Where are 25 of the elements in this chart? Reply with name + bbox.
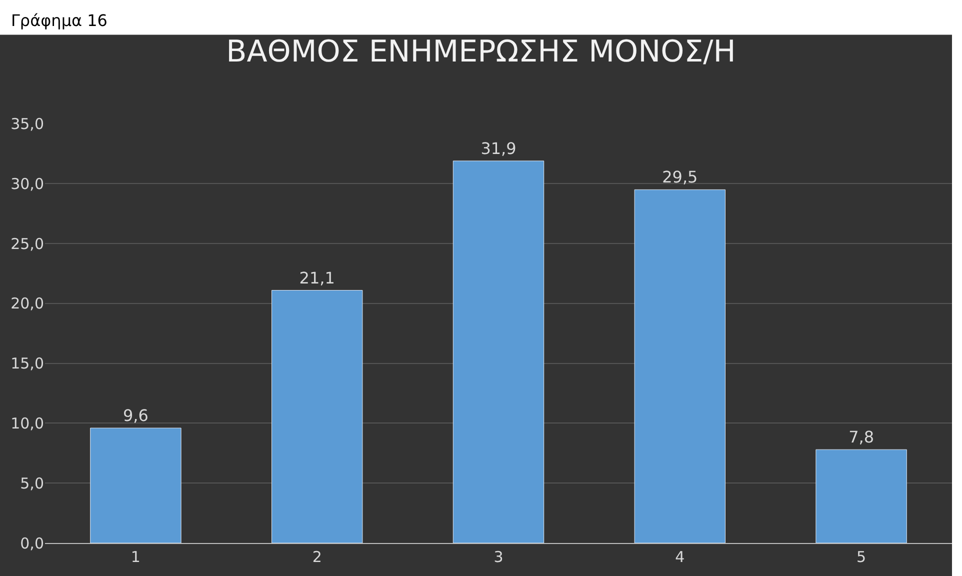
y-tick-label: 30,0 bbox=[10, 174, 44, 193]
x-tick-label: 2 bbox=[312, 548, 322, 566]
data-label: 29,5 bbox=[662, 168, 698, 187]
y-tick-label: 20,0 bbox=[10, 294, 44, 313]
text: Γράφημα 16 bbox=[11, 11, 108, 30]
x-tick-label: 3 bbox=[494, 548, 504, 566]
chart-title: ΒΑΘΜΟΣ ΕΝΗΜΕΡΩΣΗΣ ΜΟΝΟΣ/Η bbox=[226, 34, 736, 70]
x-tick-label: 4 bbox=[675, 548, 685, 566]
x-tick-label: 5 bbox=[856, 548, 866, 566]
data-label: 7,8 bbox=[848, 428, 874, 447]
x-tick-label: 1 bbox=[130, 548, 140, 566]
bar bbox=[452, 160, 544, 543]
y-tick-label: 0,0 bbox=[20, 534, 44, 552]
bar bbox=[816, 449, 907, 543]
y-tick-label: 35,0 bbox=[10, 115, 44, 134]
data-label: 21,1 bbox=[299, 268, 335, 288]
bar bbox=[272, 290, 363, 543]
y-tick-label: 15,0 bbox=[10, 354, 44, 373]
data-label: 31,9 bbox=[480, 138, 516, 158]
y-tick-label: 5,0 bbox=[20, 474, 44, 492]
bar bbox=[90, 428, 182, 543]
y-tick-label: 10,0 bbox=[10, 414, 44, 432]
y-tick-label: 25,0 bbox=[10, 234, 44, 253]
data-label: 9,6 bbox=[122, 406, 148, 426]
bar bbox=[634, 189, 726, 543]
